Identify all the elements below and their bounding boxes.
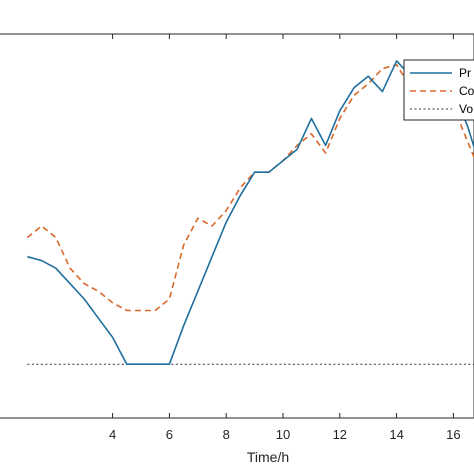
legend-label-pr: Pr — [459, 66, 471, 80]
legend-label-co: Co — [459, 84, 474, 98]
x-axis-tick-labels: 4681012141618 — [109, 427, 461, 442]
legend: Pr Co Vo — [403, 59, 474, 121]
x-tick-label-6: 6 — [166, 427, 173, 442]
legend-box — [403, 59, 474, 121]
x-tick-label-14: 14 — [389, 427, 403, 442]
x-tick-label-16: 16 — [446, 427, 460, 442]
legend-label-vo: Vo — [459, 102, 473, 116]
x-axis-ticks — [112, 34, 454, 418]
x-tick-label-12: 12 — [333, 427, 347, 442]
x-tick-label-8: 8 — [223, 427, 230, 442]
series-line-pr — [27, 60, 474, 366]
x-tick-label-10: 10 — [276, 427, 290, 442]
x-axis-label: Time/h — [247, 449, 289, 465]
plot-frame — [0, 33, 474, 419]
series-line-co — [26, 63, 474, 312]
x-tick-label-4: 4 — [109, 427, 116, 442]
legend-items: Pr Co Vo — [410, 66, 474, 116]
series-group — [26, 60, 474, 366]
